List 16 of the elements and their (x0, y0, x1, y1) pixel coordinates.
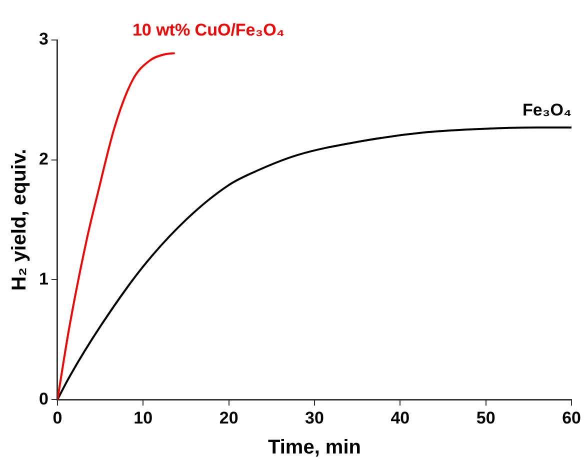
x-axis-title: Time, min (268, 436, 361, 459)
y-tick-label: 3 (38, 30, 48, 49)
x-tick-label: 60 (562, 408, 582, 428)
line-series (57, 52, 176, 400)
y-tick-label: 1 (38, 269, 48, 288)
y-tick-label: 2 (38, 150, 48, 169)
y-axis-title: H₂ yield, equiv. (8, 148, 31, 291)
x-tick-label: 20 (219, 408, 238, 428)
series-label: Fe₃O₄ (522, 100, 572, 120)
x-tick-label: 0 (52, 408, 62, 428)
x-tick-label: 50 (476, 408, 496, 428)
x-tick-label: 40 (390, 408, 410, 428)
x-tick-label: 10 (134, 408, 153, 428)
x-tick-label: 30 (305, 408, 324, 428)
series-label: 10 wt% CuO/Fe₃O₄ (132, 20, 284, 40)
y-tick-label: 0 (38, 389, 48, 408)
